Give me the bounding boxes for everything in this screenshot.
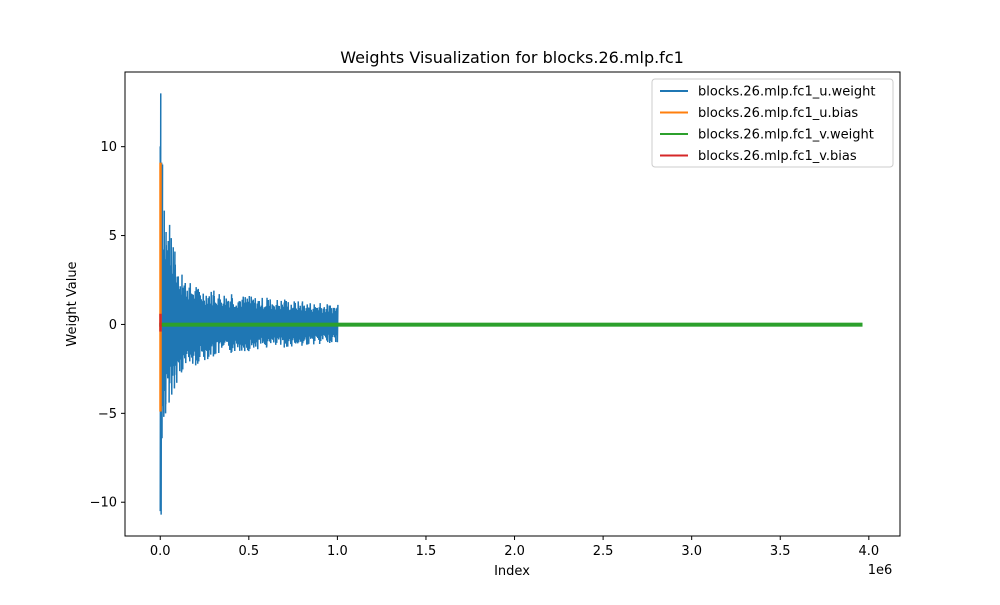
axes-frame [124,71,901,537]
chart-title: Weights Visualization for blocks.26.mlp.… [340,48,684,67]
legend: blocks.26.mlp.fc1_u.weight blocks.26.mlp.… [651,78,894,168]
x-tick-label: 0.0 [150,544,171,559]
x-tick-label: 1.5 [416,544,437,559]
y-tick-label: −5 [98,407,117,422]
x-tick-label: 1.0 [327,544,348,559]
x-tick-label: 4.0 [858,544,879,559]
x-axis: 0.0 0.5 1.0 1.5 2.0 2.5 3.0 3.5 4.0 [150,536,879,559]
y-tick-label: 5 [109,229,117,244]
y-tick-label: 10 [100,140,117,155]
plot-area [159,93,863,515]
y-tick-label: 0 [109,318,117,333]
legend-label-bias: blocks.26.mlp.fc1_v.bias [698,149,857,164]
x-tick-label: 3.5 [770,544,791,559]
legend-box [651,78,894,168]
x-tick-label: 2.0 [504,544,525,559]
x-tick-label: 0.5 [238,544,259,559]
legend-label-weight: blocks.26.mlp.fc1_u.weight [698,85,875,100]
y-axis-label: Weight Value [65,261,80,346]
x-tick-label: 2.5 [593,544,614,559]
series-line-bias [159,313,162,332]
x-tick-label: 3.0 [681,544,702,559]
legend-label-weight: blocks.26.mlp.fc1_v.weight [698,128,874,143]
series-line-bias [159,162,162,412]
y-axis: −10 −5 0 5 10 [90,140,125,511]
x-axis-label: Index [494,564,530,579]
legend-label-bias: blocks.26.mlp.fc1_u.bias [698,106,858,121]
y-tick-label: −10 [90,496,117,511]
series-line-weight [159,322,863,327]
x-axis-offset-label: 1e6 [868,563,893,578]
